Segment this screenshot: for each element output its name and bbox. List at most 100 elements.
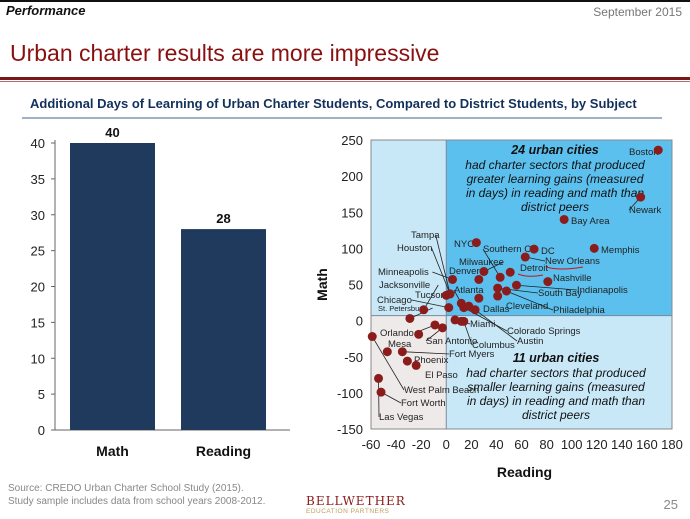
city-point-mesa [382,347,392,357]
leader-line [474,309,518,342]
handwritten-underline [517,273,544,277]
city-label: San Antonio [426,336,477,347]
leader-line [423,284,439,310]
city-point-indianapolis [511,280,521,290]
leader-line [516,284,578,291]
city-label: Las Vegas [379,412,424,423]
bar-category-label: Math [96,443,129,459]
bar-y-tick-label: 5 [38,387,45,402]
city-label: Atlanta [454,285,484,296]
scatter-x-tick-label: 80 [539,437,553,452]
quadrant-top-left [371,140,447,316]
city-point-philadelphia [501,286,511,296]
section-label: Performance [6,3,86,18]
scatter-x-tick-label: 60 [514,437,528,452]
bar-category-label: Reading [196,443,251,459]
page-title: Urban charter results are more impressiv… [10,40,440,66]
city-label: Nashville [553,273,592,284]
city-label: Houston [397,243,432,254]
city-label: NYC [454,239,474,250]
scatter-x-tick-label: 180 [661,437,683,452]
city-label: Milwaukee [459,257,504,268]
leader-line [482,248,501,278]
city-label: Phoenix [414,355,449,366]
scatter-x-tick-label: 140 [611,437,633,452]
leader-line [371,336,405,391]
scatter-y-tick-label: -150 [337,422,363,437]
annotation-text-line: had charter sectors that produced [465,158,645,172]
scatter-y-tick-label: 50 [349,278,363,293]
annotation-text-line: greater learning gains (measured [467,172,644,186]
city-point [414,329,424,339]
bar-y-tick-label: 20 [31,280,45,295]
city-point-minneapolis [448,274,458,284]
scatter-x-axis-title: Reading [497,464,552,480]
scatter-y-tick-label: 0 [356,314,363,329]
city-point-west-palm-beach [367,332,377,342]
annotation-title: 24 urban cities [510,143,599,157]
city-point-chicago [444,303,454,313]
city-point-cleveland [493,291,503,301]
bar-y-tick-label: 30 [31,208,45,223]
city-point-new-orleans [520,252,530,262]
city-point-newark [636,192,646,202]
city-point-dc [529,244,539,254]
city-label: Tampa [411,230,440,241]
city-point-san-antonio [437,323,447,333]
handwritten-underline [545,266,584,270]
source-line-1: Source: CREDO Urban Charter School Study… [8,483,244,494]
city-point-las-vegas [374,373,384,383]
city-point-columbus [459,316,469,326]
city-point-phoenix [402,356,412,366]
bar-y-tick-label: 35 [31,172,45,187]
city-label: Fort Myers [449,349,495,360]
city-label: Bay Area [571,216,610,227]
city-point-milwaukee [479,266,489,276]
scatter-x-tick-label: -40 [387,437,406,452]
city-label: New Orleans [545,256,600,267]
scatter-x-tick-label: 120 [586,437,608,452]
quadrant-bottom-right [446,315,672,429]
bellwether-logo: BELLWETHER EDUCATION PARTNERS [306,494,406,515]
scatter-y-axis-title: Math [314,268,330,301]
city-label: Tucson [415,290,446,301]
city-label: Austin [517,336,543,347]
city-label: Detroit [520,263,548,274]
source-line-2: Study sample includes data from school y… [8,496,266,507]
subtitle-divider [22,117,662,119]
scatter-x-tick-label: -60 [362,437,381,452]
city-label: Miami [470,319,495,330]
city-point-el-paso [411,360,421,370]
city-label: Chicago [377,295,412,306]
city-label: Southern CA [483,244,538,255]
annotation-text-line: had charter sectors that produced [466,366,646,380]
city-label: Columbus [472,340,515,351]
annotation-text-line: in days) in reading and math than [466,186,644,200]
scatter-x-tick-label: 100 [561,437,583,452]
city-point-fort-worth [376,387,386,397]
city-point-southern-ca [495,272,505,282]
bar-data-label: 40 [105,125,119,140]
city-point-bay-area [559,214,569,224]
city-point-dallas [474,293,484,303]
scatter-y-tick-label: 100 [341,241,363,256]
city-point-nashville [543,277,553,287]
bar-reading [181,229,266,430]
city-label: St. Petersburg [378,304,426,313]
leader-line [431,247,451,295]
city-label: Newark [629,205,661,216]
leader-line [435,234,451,294]
city-point-south-bay [493,283,503,293]
leader-line [402,351,450,355]
leader-line [411,299,449,309]
scatter-y-tick-label: 250 [341,133,363,148]
leader-line [506,290,554,311]
bar-y-tick-label: 40 [31,136,45,151]
city-point-st-petersburg [405,313,415,323]
city-point-austin [470,305,480,315]
city-label: El Paso [425,370,458,381]
scatter-x-tick-label: 160 [636,437,658,452]
city-label: Minneapolis [378,267,429,278]
city-label: Fort Worth [401,398,446,409]
bar-data-label: 28 [216,211,230,226]
